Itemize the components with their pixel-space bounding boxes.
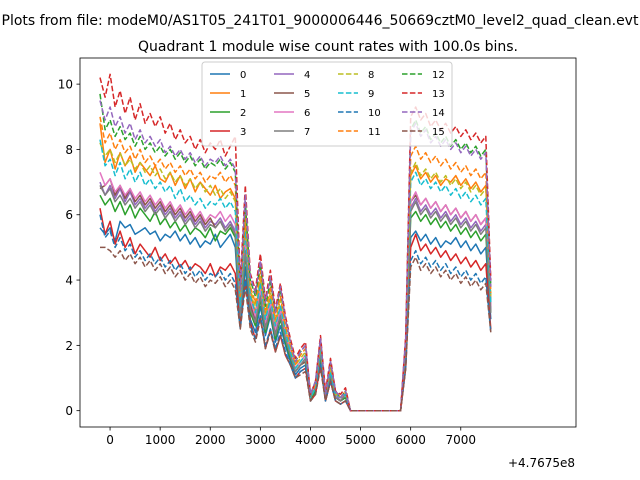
chart-title: Quadrant 1 module wise count rates with … [138, 39, 518, 55]
legend-label-8: 8 [368, 70, 374, 81]
legend-label-5: 5 [304, 89, 310, 100]
x-tick-label-5000: 5000 [345, 433, 376, 447]
figure-suptitle: Plots from file: modeM0/AS1T05_241T01_90… [2, 13, 639, 29]
legend-label-15: 15 [432, 127, 445, 138]
legend-box [201, 61, 453, 147]
series-line-7 [99, 185, 492, 412]
plot-area: 0 1000 2000 3000 4000 5000 6000 700002468100123… [58, 57, 577, 447]
legend-label-12: 12 [432, 70, 445, 81]
axes-frame [79, 57, 577, 428]
legend-label-13: 13 [432, 89, 445, 100]
legend-label-2: 2 [240, 108, 246, 119]
x-tick-label-2000: 2000 [195, 433, 226, 447]
legend-label-4: 4 [304, 70, 310, 81]
legend-label-14: 14 [432, 108, 445, 119]
y-tick-label-0: 0 [65, 404, 73, 418]
legend-label-9: 9 [368, 89, 374, 100]
y-tick-label-4: 4 [65, 274, 73, 288]
legend-label-11: 11 [368, 127, 381, 138]
x-tick-label-6000: 6000 [395, 433, 426, 447]
x-tick-label-1000: 1000 [145, 433, 176, 447]
legend-label-10: 10 [368, 108, 381, 119]
x-tick-label-0: 0 [106, 433, 114, 447]
x-tick-label-4000: 4000 [295, 433, 326, 447]
x-axis-offset-text: +4.7675e8 [508, 456, 575, 470]
y-tick-label-10: 10 [58, 78, 73, 92]
y-tick-label-6: 6 [65, 208, 73, 222]
series-line-8 [99, 142, 492, 412]
series-line-11 [99, 116, 492, 412]
legend-label-6: 6 [304, 108, 310, 119]
series-line-0 [99, 220, 492, 412]
legend-label-3: 3 [240, 127, 246, 138]
series-line-15 [100, 246, 492, 412]
y-tick-label-2: 2 [65, 339, 73, 353]
legend-label-7: 7 [304, 127, 310, 138]
series-line-9 [99, 139, 492, 412]
legend-label-0: 0 [240, 70, 246, 81]
x-tick-label-7000: 7000 [445, 433, 476, 447]
legend-label-1: 1 [240, 89, 246, 100]
y-tick-label-8: 8 [65, 143, 73, 157]
series-line-10 [99, 214, 492, 412]
x-tick-label-3000: 3000 [245, 433, 276, 447]
